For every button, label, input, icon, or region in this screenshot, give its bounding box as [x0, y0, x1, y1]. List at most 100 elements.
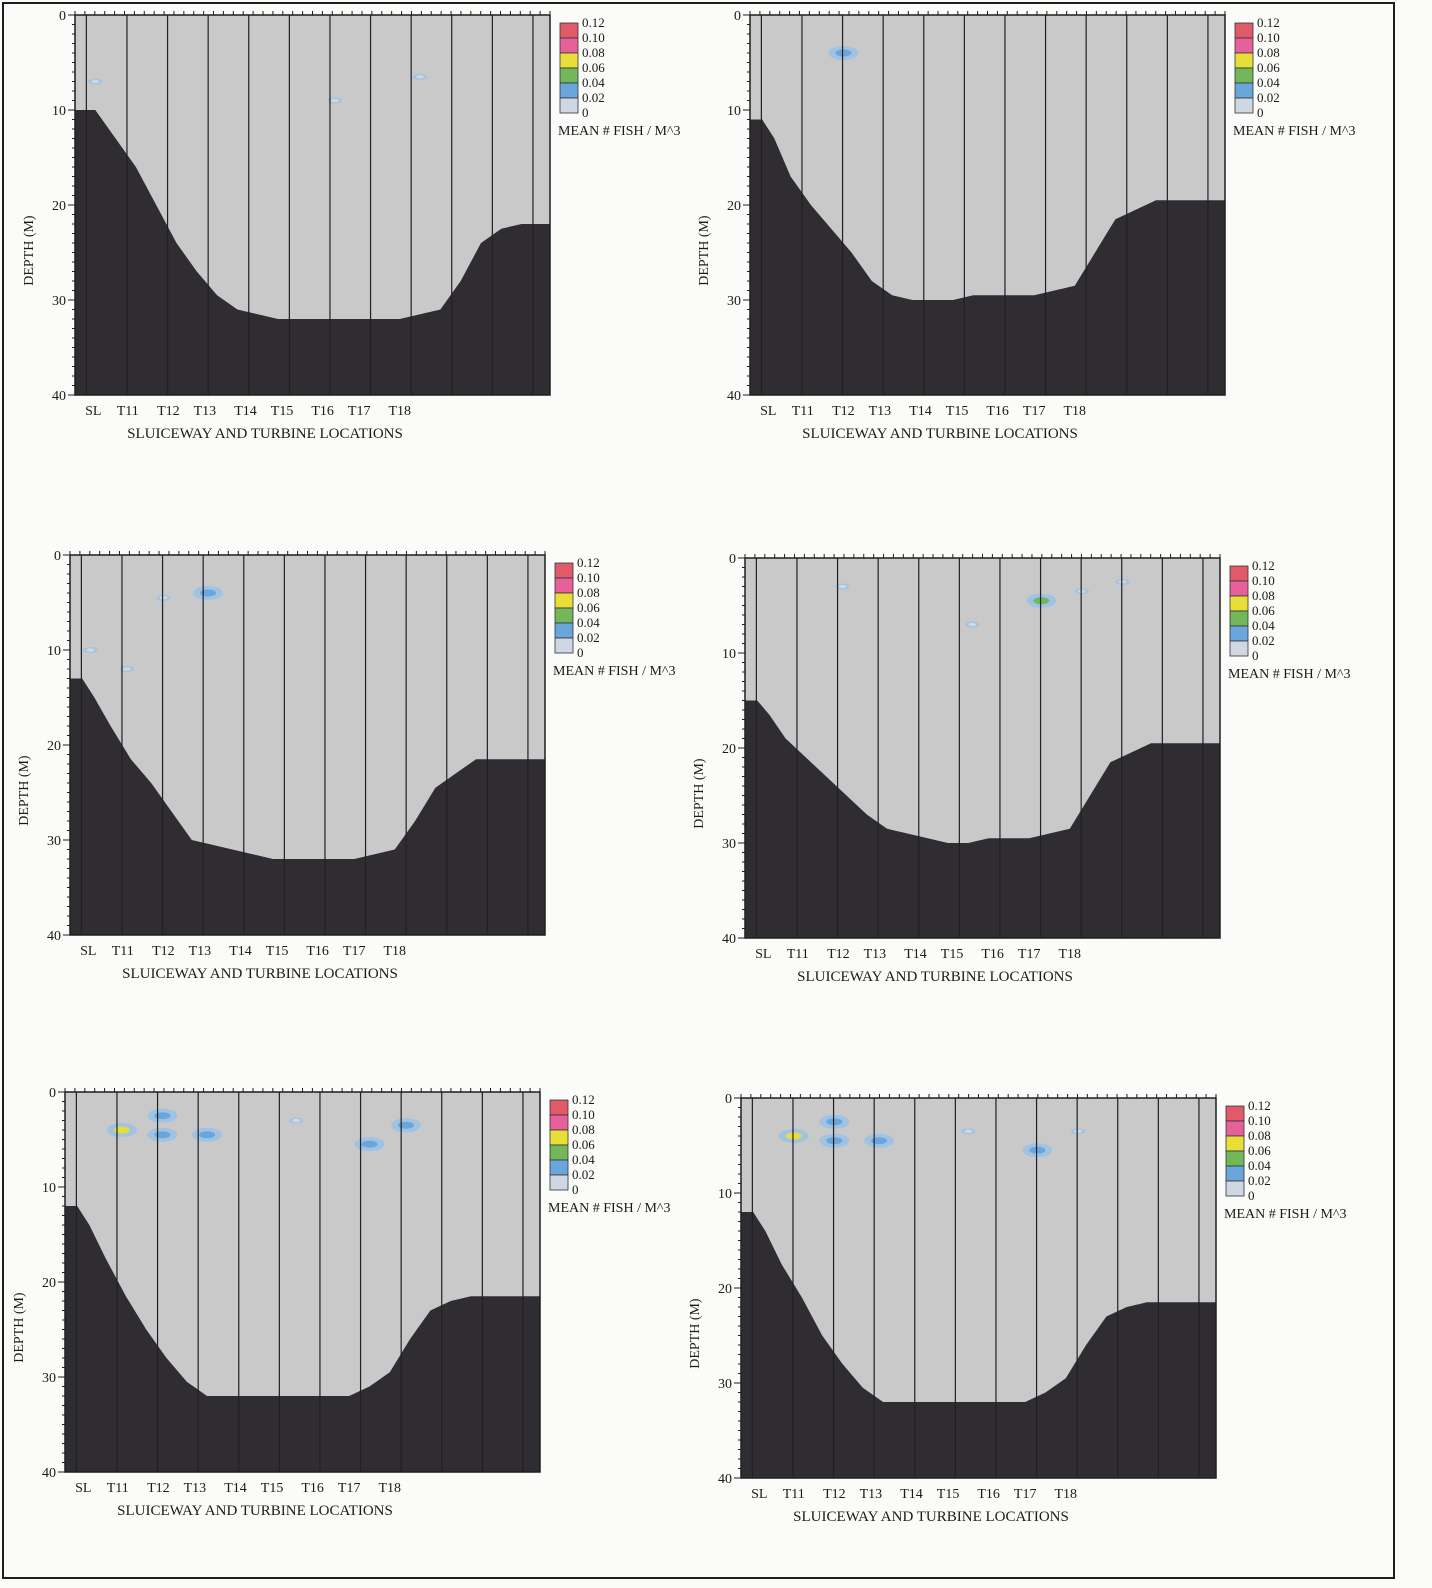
- x-category-label: T18: [1064, 404, 1087, 419]
- legend-level-label: 0.06: [1252, 603, 1275, 618]
- legend-title: MEAN # FISH / M^3: [1224, 1207, 1346, 1222]
- legend-level-label: 0.12: [572, 1092, 595, 1107]
- legend-swatch: [554, 577, 574, 594]
- legend-level-label: 0.06: [582, 60, 605, 75]
- legend-level-label: 0.04: [572, 1152, 595, 1167]
- fish-density-point: [1026, 593, 1057, 608]
- chart-panel-5: 0 10 20 30 40 SL T11 T12 T13 T14 T15 T16 T17 T18 SLUIC…: [0, 1077, 690, 1577]
- y-tick-label: 40: [42, 1466, 56, 1481]
- x-category-label: T14: [900, 1487, 923, 1502]
- fish-density-point: [819, 1133, 850, 1148]
- legend-swatch: [1229, 625, 1249, 642]
- legend-level-label: 0.08: [1257, 45, 1280, 60]
- legend-swatch: [1229, 640, 1249, 657]
- x-axis-title: SLUICEWAY AND TURBINE LOCATIONS: [802, 426, 1078, 442]
- y-tick-label: 40: [47, 929, 61, 944]
- x-category-label: T13: [860, 1487, 883, 1502]
- x-category-label: T17: [343, 944, 366, 959]
- y-tick-label: 30: [727, 294, 741, 309]
- legend-level-label: 0.08: [582, 45, 605, 60]
- x-category-label: T11: [107, 1481, 129, 1496]
- y-tick-label: 40: [718, 1472, 732, 1487]
- x-category-label: SL: [751, 1487, 767, 1502]
- legend-swatch: [549, 1159, 569, 1176]
- y-axis-title: DEPTH (M): [12, 1292, 27, 1363]
- chart-panel-1: 0 10 20 30 40 SL T11 T12 T13 T14 T15 T16 T17 T18 SLUIC…: [0, 0, 700, 500]
- y-tick-label: 20: [52, 199, 66, 214]
- legend-swatch: [554, 622, 574, 639]
- legend-swatch: [1234, 37, 1254, 54]
- y-tick-label: 0: [49, 1086, 56, 1101]
- legend-swatch: [1234, 52, 1254, 69]
- fish-density-point: [835, 583, 850, 590]
- legend-swatch: [554, 637, 574, 654]
- legend-level-label: 0.02: [577, 630, 600, 645]
- fish-density-point: [83, 647, 98, 653]
- legend-swatch: [1225, 1165, 1245, 1182]
- legend-swatch: [1234, 97, 1254, 114]
- legend-title: MEAN # FISH / M^3: [548, 1201, 670, 1216]
- fish-density-point: [88, 78, 103, 85]
- fish-density-point: [156, 594, 171, 601]
- x-category-label: T11: [792, 404, 814, 419]
- y-tick-label: 10: [47, 644, 61, 659]
- x-category-label: T13: [869, 404, 892, 419]
- x-category-label: T13: [194, 404, 217, 419]
- chart-svg: 0 10 20 30 40 SL T11 T12 T13 T14 T15 T16 T17 T18 SLUIC…: [692, 552, 1350, 985]
- fish-density-point: [1115, 578, 1130, 585]
- x-category-label: T12: [152, 944, 175, 959]
- legend-swatch: [1225, 1135, 1245, 1152]
- x-category-label: T15: [266, 944, 289, 959]
- fish-density-point: [1074, 588, 1089, 595]
- fish-density-point: [864, 1133, 895, 1148]
- x-category-label: T13: [184, 1481, 207, 1496]
- fish-density-point: [819, 1114, 850, 1129]
- y-tick-label: 10: [52, 104, 66, 119]
- legend-title: MEAN # FISH / M^3: [558, 124, 680, 139]
- legend-level-label: 0: [572, 1182, 579, 1197]
- fish-density-point: [965, 621, 980, 628]
- fish-density-point: [147, 1127, 178, 1142]
- x-category-label: T11: [783, 1487, 805, 1502]
- legend: 0.120.100.080.060.040.020 MEAN # FISH / M…: [553, 555, 675, 679]
- legend-level-label: 0.04: [1248, 1158, 1271, 1173]
- x-category-label: T15: [271, 404, 294, 419]
- y-tick-label: 0: [729, 552, 736, 567]
- fish-density-point: [147, 1108, 178, 1123]
- bottom-profile: [70, 678, 545, 935]
- legend-swatch: [559, 82, 579, 99]
- x-category-label: T17: [338, 1481, 361, 1496]
- chart-panel-3: 0 10 20 30 40 SL T11 T12 T13 T14 T15 T16 T17 T18 SLUIC…: [0, 540, 695, 1040]
- chart-svg: 0 10 20 30 40 SL T11 T12 T13 T14 T15 T16 T17 T18 SLUIC…: [17, 549, 675, 982]
- legend-swatch: [1234, 82, 1254, 99]
- legend: 0.120.100.080.060.040.020 MEAN # FISH / M…: [548, 1092, 670, 1216]
- fish-density-point: [778, 1129, 809, 1143]
- legend-level-label: 0.12: [1257, 15, 1280, 30]
- legend-title: MEAN # FISH / M^3: [553, 664, 675, 679]
- y-tick-label: 20: [722, 742, 736, 757]
- x-category-label: SL: [760, 404, 776, 419]
- legend-level-label: 0.10: [1257, 30, 1280, 45]
- y-tick-label: 30: [718, 1377, 732, 1392]
- y-tick-label: 0: [725, 1092, 732, 1107]
- legend-level-label: 0.12: [1248, 1098, 1271, 1113]
- x-category-label: T15: [937, 1487, 960, 1502]
- x-category-label: SL: [75, 1481, 91, 1496]
- legend: 0.120.100.080.060.040.020 MEAN # FISH / M…: [1228, 558, 1350, 682]
- legend: 0.120.100.080.060.040.020 MEAN # FISH / M…: [558, 15, 680, 139]
- x-category-label: T18: [379, 1481, 402, 1496]
- bottom-profile: [750, 119, 1225, 395]
- bottom-profile: [741, 1212, 1216, 1478]
- fish-density-point: [193, 586, 224, 600]
- y-tick-label: 0: [54, 549, 61, 564]
- legend-swatch: [554, 562, 574, 579]
- x-axis-title: SLUICEWAY AND TURBINE LOCATIONS: [122, 966, 398, 982]
- x-category-label: T15: [941, 947, 964, 962]
- y-tick-label: 20: [47, 739, 61, 754]
- x-category-label: T15: [261, 1481, 284, 1496]
- y-axis-title: DEPTH (M): [688, 1298, 703, 1369]
- fish-density-point: [327, 97, 342, 104]
- legend-level-label: 0.12: [577, 555, 600, 570]
- legend-swatch: [1229, 595, 1249, 612]
- fish-density-point: [1070, 1128, 1085, 1135]
